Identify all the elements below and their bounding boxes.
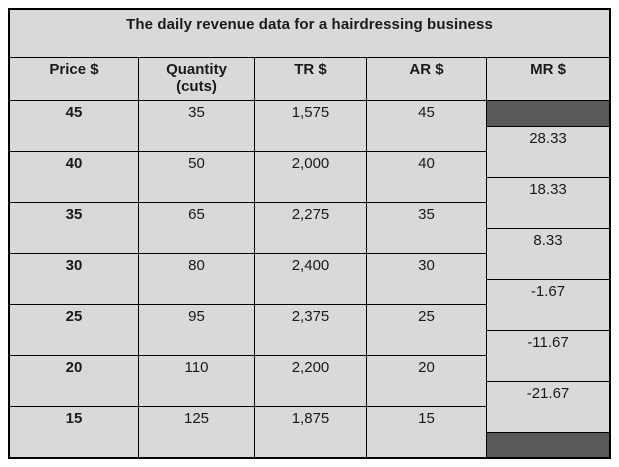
tr-cell: 2,400 [255, 254, 366, 304]
tr-cell: 2,375 [255, 305, 366, 355]
quantity-cell: 35 [139, 101, 254, 151]
col-header-mr: MR $ [487, 58, 609, 100]
quantity-cell: 50 [139, 152, 254, 202]
table-title: The daily revenue data for a hairdressin… [10, 10, 609, 57]
price-cell: 25 [10, 305, 138, 355]
col-header-tr: TR $ [255, 58, 366, 100]
price-cell: 35 [10, 203, 138, 253]
tr-cell: 2,275 [255, 203, 366, 253]
mr-cell: -21.67 [487, 381, 609, 432]
col-header-price: Price $ [10, 58, 138, 100]
price-cell: 40 [10, 152, 138, 202]
mr-cell: 8.33 [487, 228, 609, 279]
tr-cell: 2,000 [255, 152, 366, 202]
mr-cell: -11.67 [487, 330, 609, 381]
quantity-cell: 95 [139, 305, 254, 355]
price-cell: 30 [10, 254, 138, 304]
ar-cell: 30 [367, 254, 486, 304]
quantity-cell: 65 [139, 203, 254, 253]
col-header-quantity-text: Quantity (cuts) [166, 61, 227, 96]
mr-cell: -1.67 [487, 279, 609, 330]
ar-cell: 25 [367, 305, 486, 355]
mr-cell: 18.33 [487, 177, 609, 228]
price-cell: 45 [10, 101, 138, 151]
ar-cell: 20 [367, 356, 486, 406]
quantity-cell: 125 [139, 407, 254, 457]
ar-cell: 40 [367, 152, 486, 202]
mr-cell: 28.33 [487, 126, 609, 177]
col-header-ar: AR $ [367, 58, 486, 100]
ar-cell: 45 [367, 101, 486, 151]
mr-blocked-cell-top [487, 101, 609, 126]
ar-cell: 35 [367, 203, 486, 253]
tr-cell: 1,575 [255, 101, 366, 151]
price-cell: 15 [10, 407, 138, 457]
col-header-quantity-line2: (cuts) [176, 78, 217, 96]
col-header-quantity: Quantity (cuts) [139, 58, 254, 100]
tr-cell: 1,875 [255, 407, 366, 457]
quantity-cell: 110 [139, 356, 254, 406]
revenue-table: The daily revenue data for a hairdressin… [8, 8, 611, 459]
price-cell: 20 [10, 356, 138, 406]
quantity-cell: 80 [139, 254, 254, 304]
mr-blocked-cell-bottom [487, 432, 609, 457]
ar-cell: 15 [367, 407, 486, 457]
col-header-quantity-line1: Quantity [166, 61, 227, 78]
tr-cell: 2,200 [255, 356, 366, 406]
